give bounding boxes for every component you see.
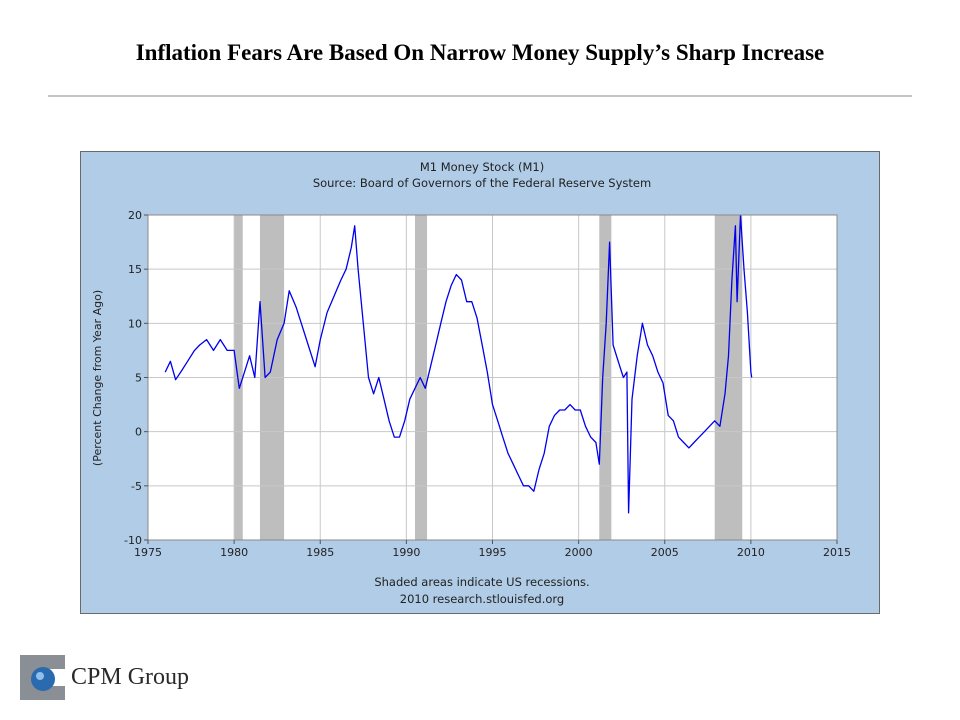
y-tick-label: 20: [128, 209, 142, 222]
x-tick-label: 2005: [651, 546, 679, 559]
chart: M1 Money Stock (M1) Source: Board of Gov…: [91, 160, 851, 606]
y-tick-label: -10: [124, 534, 142, 547]
chart-frame: M1 Money Stock (M1) Source: Board of Gov…: [80, 151, 880, 614]
company-name: CPM Group: [71, 664, 190, 690]
grid-lines: [148, 215, 837, 540]
x-tick-label: 1985: [306, 546, 334, 559]
y-tick-label: 15: [128, 263, 142, 276]
slide-title: Inflation Fears Are Based On Narrow Mone…: [135, 40, 825, 65]
x-tick-label: 2015: [823, 546, 851, 559]
cpm-logo-icon: [20, 655, 65, 700]
y-tick-label: 0: [135, 426, 142, 439]
chart-footnote-source: 2010 research.stlouisfed.org: [400, 592, 564, 606]
x-tick-label: 1975: [134, 546, 162, 559]
x-tick-label: 1990: [392, 546, 420, 559]
y-axis-ticks: -10 -5 0 5 10 15 20: [124, 209, 148, 547]
x-axis-ticks: 1975 1980 1985 1990 1995 2000 2005 2010 2015: [134, 540, 851, 559]
series-layer: [164, 214, 753, 514]
chart-title: M1 Money Stock (M1): [420, 160, 544, 174]
x-tick-label: 1980: [220, 546, 248, 559]
x-tick-label: 1995: [479, 546, 507, 559]
x-tick-label: 2010: [737, 546, 765, 559]
y-tick-label: 5: [135, 372, 142, 385]
chart-subtitle: Source: Board of Governors of the Federa…: [313, 176, 651, 190]
y-tick-label: -5: [131, 480, 142, 493]
series-line-0: [164, 214, 753, 514]
chart-footnote-recessions: Shaded areas indicate US recessions.: [374, 575, 589, 589]
x-tick-label: 2000: [565, 546, 593, 559]
title-divider: [48, 95, 912, 97]
y-tick-label: 10: [128, 317, 142, 330]
y-axis-label: (Percent Change from Year Ago): [91, 290, 104, 466]
